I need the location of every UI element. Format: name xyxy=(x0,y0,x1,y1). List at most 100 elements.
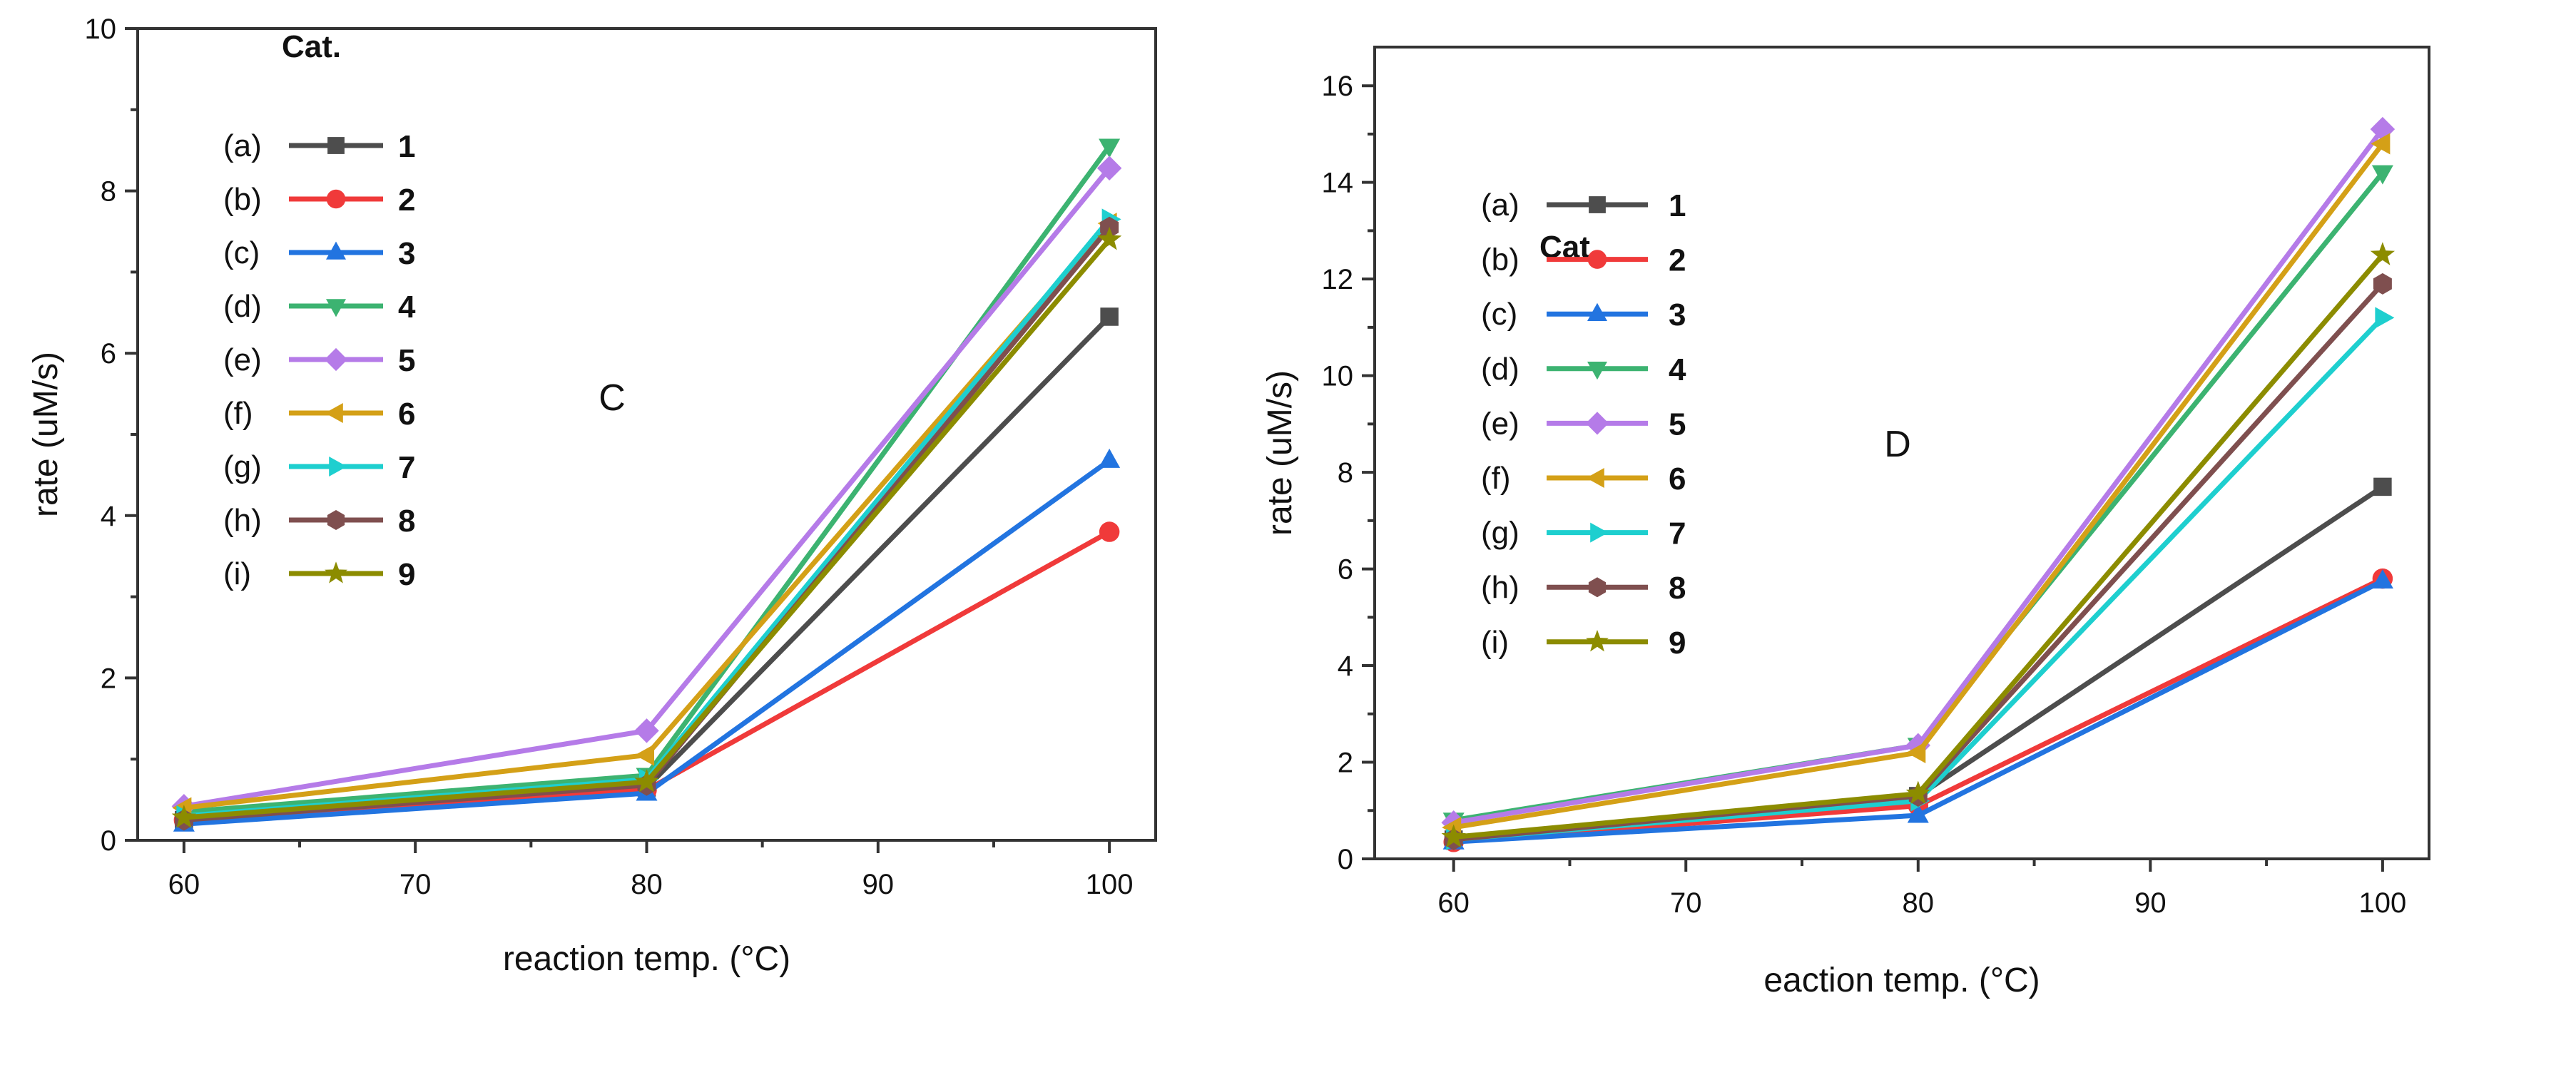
legend-label: 7 xyxy=(1669,516,1686,551)
legend-marker xyxy=(1588,577,1607,598)
data-point xyxy=(1441,824,1466,848)
legend-marker xyxy=(327,137,345,154)
legend-marker xyxy=(1587,362,1607,380)
legend-marker xyxy=(326,241,346,260)
legend-label: 1 xyxy=(398,129,415,164)
y-tick-label: 2 xyxy=(1338,748,1353,779)
data-point xyxy=(2371,569,2393,589)
legend-item: (g) 7 xyxy=(223,449,415,485)
legend-label: 8 xyxy=(1669,571,1686,606)
legend-item: (f) 6 xyxy=(1481,461,1686,496)
legend-marker xyxy=(329,457,347,477)
legend-prefix: (g) xyxy=(223,449,262,484)
legend-prefix: (a) xyxy=(1481,188,1519,223)
legend-label: 3 xyxy=(1669,297,1686,332)
legend-marker xyxy=(1586,468,1604,488)
data-point xyxy=(171,805,196,828)
y-tick-label: 0 xyxy=(1338,844,1353,875)
data-point xyxy=(1097,226,1122,250)
legend-label: 6 xyxy=(1669,462,1686,496)
data-point xyxy=(2373,272,2392,295)
data-point xyxy=(1907,803,1929,823)
y-tick-label: 10 xyxy=(1322,361,1354,392)
y-tick-label: 8 xyxy=(1338,457,1353,489)
series-9 xyxy=(1441,242,2396,848)
legend: Cat.(a) 1(b) 2(c) 3(d) 4(e) 5(f) 6(g) 7(h) 8(i) 9 xyxy=(1481,188,1686,661)
data-point xyxy=(2370,242,2396,265)
legend-label: 5 xyxy=(1669,407,1686,442)
legend-marker xyxy=(1585,412,1609,435)
y-tick-label: 0 xyxy=(101,825,116,857)
x-tick-label: 100 xyxy=(1086,869,1134,900)
legend-marker xyxy=(326,299,346,317)
legend-marker xyxy=(326,189,346,209)
plot-frame xyxy=(1373,46,2430,860)
x-tick-label: 100 xyxy=(2359,887,2407,919)
legend-item: (i) 9 xyxy=(223,556,415,592)
x-tick-label: 70 xyxy=(1670,887,1702,919)
y-tick-label: 6 xyxy=(101,338,116,370)
legend-prefix: (c) xyxy=(223,235,260,270)
data-point xyxy=(1906,741,1926,763)
y-tick-label: 12 xyxy=(1322,264,1354,295)
legend-item: (a) 1 xyxy=(1481,188,1686,223)
series-9 xyxy=(171,226,1122,828)
data-point xyxy=(635,744,654,766)
legend-label: 8 xyxy=(398,504,415,539)
legend-prefix: (a) xyxy=(223,128,262,163)
legend-marker xyxy=(325,561,347,584)
legend-prefix: (i) xyxy=(223,556,251,591)
legend-label: 9 xyxy=(398,557,415,592)
panel-label: D xyxy=(1884,424,1911,465)
legend-prefix: (c) xyxy=(1481,297,1517,332)
panel-label: C xyxy=(599,377,626,419)
legend-item: (e) 5 xyxy=(223,342,415,378)
legend-prefix: (e) xyxy=(223,342,262,377)
y-tick-label: 2 xyxy=(101,663,116,694)
legend-label: 7 xyxy=(398,450,415,485)
legend-marker xyxy=(1589,196,1606,213)
series-7 xyxy=(1446,307,2395,850)
legend-prefix: (f) xyxy=(1481,461,1511,496)
x-axis-label: eaction temp. (°C) xyxy=(1763,962,2040,999)
data-point xyxy=(2375,307,2395,329)
y-tick-label: 10 xyxy=(85,14,117,45)
data-point xyxy=(1100,307,1119,326)
y-tick-label: 16 xyxy=(1322,71,1354,102)
legend-prefix: (e) xyxy=(1481,406,1519,441)
x-axis-label: reaction temp. (°C) xyxy=(503,940,790,978)
series-line xyxy=(183,144,1111,815)
legend-marker xyxy=(1587,302,1607,321)
legend-item: (f) 6 xyxy=(223,396,415,432)
data-point xyxy=(1096,156,1122,180)
data-point xyxy=(1099,448,1121,468)
legend-label: 5 xyxy=(398,343,415,378)
data-point xyxy=(634,769,659,793)
legend-prefix: (b) xyxy=(1481,243,1519,277)
legend-item: (g) 7 xyxy=(1481,516,1686,551)
y-axis-label: rate (uM/s) xyxy=(1261,370,1299,536)
legend-label: 3 xyxy=(398,236,415,271)
y-tick-label: 14 xyxy=(1322,168,1354,199)
y-tick-label: 4 xyxy=(101,501,116,532)
legend: Cat.(a) 1(b) 2(c) 3(d) 4(e) 5(f) 6(g) 7(h) 8(i) 9 xyxy=(223,29,416,592)
legend-prefix: (d) xyxy=(1481,352,1519,387)
legend-item: (h) 8 xyxy=(1481,570,1686,606)
legend-item: (d) 4 xyxy=(223,289,416,325)
data-point xyxy=(1099,521,1120,542)
x-tick-label: 80 xyxy=(1903,887,1935,919)
legend-prefix: (h) xyxy=(223,503,262,538)
series-8 xyxy=(1444,272,2392,850)
legend-marker xyxy=(327,510,345,530)
legend-title: Cat. xyxy=(282,29,341,64)
legend-item: (e) 5 xyxy=(1481,406,1686,442)
legend-prefix: (b) xyxy=(223,182,262,217)
legend-label: 1 xyxy=(1669,188,1686,223)
legend-item: (a) 1 xyxy=(223,128,415,164)
chart-panel-c: 60 70 80 90 100 0 2 4 6 8 10 reaction temp. (°C) rat… xyxy=(27,14,1157,978)
series-4 xyxy=(1442,165,2393,832)
legend-prefix: (f) xyxy=(223,396,253,431)
legend-marker xyxy=(1590,522,1609,543)
